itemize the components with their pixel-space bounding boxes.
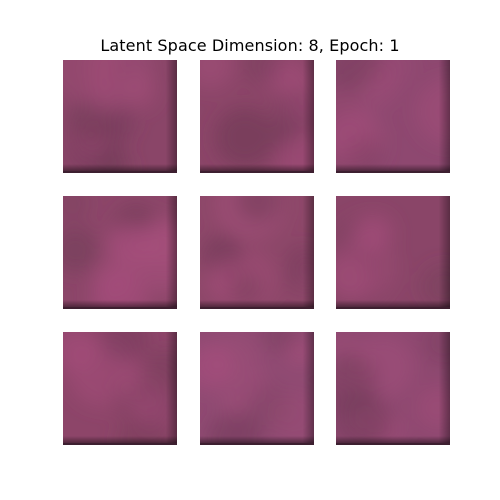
generated-sample-7 — [63, 332, 177, 445]
generated-sample-3 — [336, 60, 450, 173]
generated-sample-9 — [336, 332, 450, 445]
generated-sample-8 — [200, 332, 314, 445]
figure-title: Latent Space Dimension: 8, Epoch: 1 — [100, 36, 400, 55]
generated-sample-2 — [200, 60, 314, 173]
generated-sample-1 — [63, 60, 177, 173]
generated-sample-6 — [336, 196, 450, 309]
generated-sample-5 — [200, 196, 314, 309]
generated-sample-4 — [63, 196, 177, 309]
